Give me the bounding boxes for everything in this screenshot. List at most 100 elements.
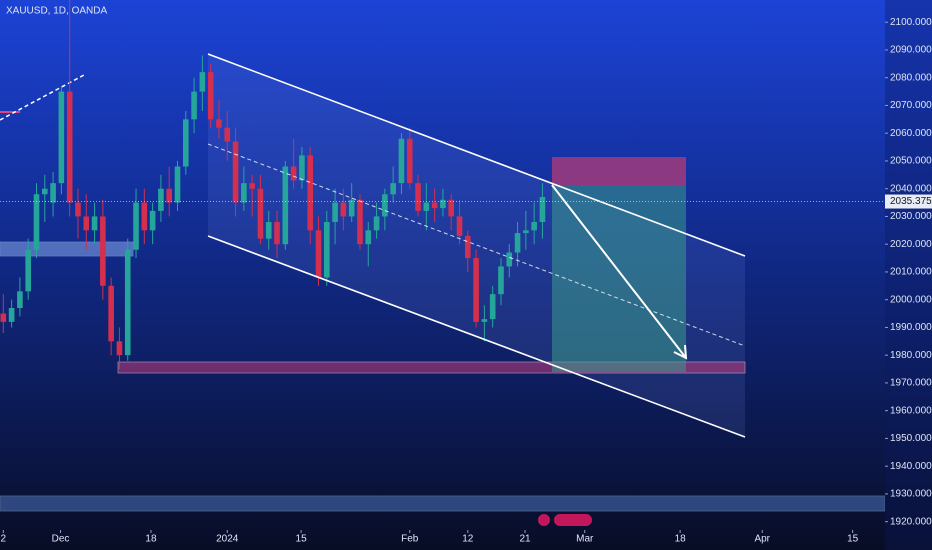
y-tick-label: 2020.000 bbox=[890, 239, 932, 250]
toolbar-icons bbox=[538, 514, 592, 526]
candle-body bbox=[100, 216, 106, 286]
y-tick-label: 1970.000 bbox=[890, 378, 932, 389]
y-tick-label: 2030.000 bbox=[890, 211, 932, 222]
candle-body bbox=[182, 119, 189, 167]
candle-body bbox=[274, 221, 280, 245]
y-tick-label: 1950.000 bbox=[890, 433, 932, 444]
candle-body bbox=[332, 202, 338, 222]
candle-body bbox=[448, 199, 455, 217]
x-tick-label: Feb bbox=[401, 534, 419, 545]
candle-body bbox=[249, 183, 255, 189]
candle-body bbox=[523, 230, 529, 234]
candles bbox=[0, 0, 546, 370]
support-box bbox=[117, 361, 746, 374]
candle-body bbox=[265, 221, 272, 239]
candle-body bbox=[25, 249, 32, 292]
candle-body bbox=[315, 230, 322, 278]
icon[interactable] bbox=[538, 514, 550, 526]
y-tick-label: 2100.000 bbox=[890, 17, 932, 28]
x-tick-label: Dec bbox=[52, 534, 70, 545]
candle-body bbox=[506, 252, 513, 267]
price-axis-panel bbox=[885, 0, 932, 550]
candle-body bbox=[348, 199, 355, 217]
candle-body bbox=[75, 202, 81, 217]
candle-body bbox=[431, 202, 438, 209]
candle-body bbox=[282, 166, 289, 245]
arrow-head bbox=[673, 344, 688, 360]
x-tick-label: 18 bbox=[145, 534, 157, 545]
y-tick-label: 2050.000 bbox=[890, 156, 932, 167]
last-price-label: 2035.375 bbox=[890, 196, 932, 207]
candle-body bbox=[415, 183, 421, 211]
candle-body bbox=[290, 166, 297, 181]
candle-body bbox=[174, 166, 181, 203]
candle-body bbox=[456, 216, 463, 236]
icon[interactable] bbox=[554, 514, 592, 526]
arrow-line bbox=[551, 184, 687, 359]
candle-body bbox=[166, 188, 173, 203]
candle-body bbox=[307, 155, 314, 231]
candle-body bbox=[373, 216, 380, 231]
candle-body bbox=[423, 202, 430, 211]
y-tick-label: 2090.000 bbox=[890, 45, 932, 56]
x-tick-label: 2 bbox=[1, 534, 7, 545]
candle-body bbox=[58, 91, 65, 184]
candle-body bbox=[473, 258, 479, 322]
candle-body bbox=[33, 194, 40, 250]
candle-body bbox=[116, 341, 123, 356]
candle-body bbox=[224, 127, 231, 142]
candle-body bbox=[257, 188, 264, 239]
candle-body bbox=[481, 319, 488, 322]
candle-body bbox=[323, 221, 330, 278]
candle-body bbox=[514, 233, 521, 253]
x-tick-label: 15 bbox=[296, 534, 308, 545]
candle-body bbox=[489, 294, 496, 320]
channel-lower bbox=[207, 235, 746, 438]
x-tick-label: 21 bbox=[519, 534, 531, 545]
candle-body bbox=[398, 138, 405, 184]
candle-body bbox=[299, 155, 305, 181]
candle-body bbox=[382, 194, 388, 217]
y-tick-label: 1980.000 bbox=[890, 350, 932, 361]
candle-body bbox=[8, 308, 15, 322]
candle-body bbox=[216, 119, 222, 128]
channel-upper bbox=[207, 53, 746, 257]
channel-mid bbox=[207, 143, 746, 347]
y-tick-label: 2060.000 bbox=[890, 128, 932, 139]
candle-body bbox=[158, 188, 164, 211]
candle-body bbox=[108, 285, 114, 342]
candle-body bbox=[149, 210, 156, 231]
y-tick-label: 1930.000 bbox=[890, 489, 932, 500]
x-tick-label: 18 bbox=[675, 534, 687, 545]
candle-body bbox=[199, 72, 206, 92]
y-tick-label: 2070.000 bbox=[890, 100, 932, 111]
target-box bbox=[552, 185, 686, 372]
candle-body bbox=[406, 138, 413, 184]
candle-body bbox=[83, 216, 90, 231]
candle-body bbox=[531, 221, 537, 231]
candle-body bbox=[0, 313, 7, 322]
stop-box bbox=[552, 157, 686, 185]
candle-body bbox=[124, 249, 131, 356]
candle-body bbox=[464, 235, 471, 259]
y-tick-label: 1940.000 bbox=[890, 461, 932, 472]
candle-body bbox=[539, 197, 546, 222]
candle-body bbox=[365, 230, 372, 245]
y-tick-label: 1990.000 bbox=[890, 322, 932, 333]
y-tick-label: 1920.000 bbox=[890, 516, 932, 527]
candle-body bbox=[191, 91, 197, 120]
candle-body bbox=[241, 183, 247, 203]
candle-body bbox=[50, 183, 56, 203]
chart-title: XAUUSD, 1D, OANDA bbox=[6, 6, 107, 17]
candle-body bbox=[340, 202, 347, 217]
y-tick-label: 2010.000 bbox=[890, 267, 932, 278]
candle-body bbox=[141, 202, 148, 231]
y-tick-label: 2000.000 bbox=[890, 294, 932, 305]
x-tick-label: 2024 bbox=[216, 534, 239, 545]
candle-body bbox=[133, 202, 139, 250]
candle-body bbox=[357, 199, 363, 245]
x-tick-label: Mar bbox=[576, 534, 594, 545]
zone-box bbox=[0, 241, 134, 257]
